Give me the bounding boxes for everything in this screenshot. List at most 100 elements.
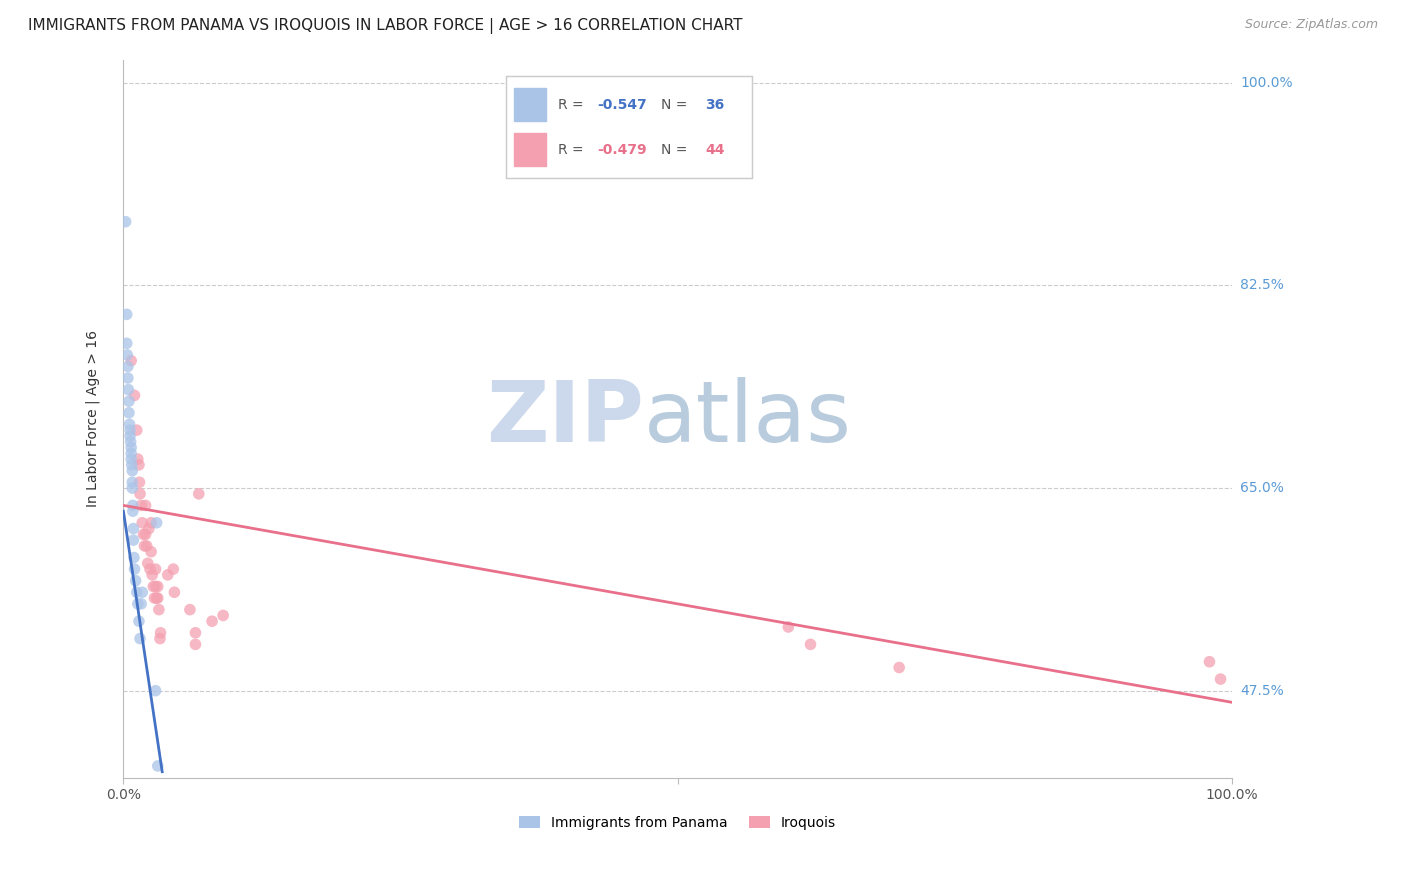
Point (128, 614, 150, 628)
Point (145, 683, 167, 698)
Text: 36: 36 (706, 97, 724, 112)
Point (121, 481, 143, 495)
Point (117, 348, 139, 362)
Point (184, 637, 207, 651)
Point (129, 499, 152, 513)
Point (120, 446, 142, 460)
Point (129, 632, 152, 646)
Point (889, 660, 911, 674)
Point (124, 388, 146, 402)
Point (146, 579, 169, 593)
Point (145, 562, 167, 576)
Point (139, 562, 162, 576)
Point (184, 625, 207, 640)
Point (129, 487, 152, 501)
Point (135, 499, 157, 513)
Point (136, 557, 159, 571)
Point (125, 423, 148, 437)
Y-axis label: In Labor Force | Age > 16: In Labor Force | Age > 16 (86, 330, 100, 507)
Point (121, 475, 143, 490)
Point (121, 499, 143, 513)
Point (114, 215, 136, 229)
Point (145, 579, 167, 593)
Point (122, 522, 145, 536)
Point (139, 545, 162, 559)
Point (120, 423, 142, 437)
Point (149, 632, 172, 646)
Text: 100.0%: 100.0% (1240, 76, 1292, 90)
FancyBboxPatch shape (513, 133, 546, 166)
Point (120, 452, 142, 467)
Point (118, 394, 141, 409)
Text: -0.479: -0.479 (598, 143, 647, 157)
Point (118, 417, 141, 432)
Point (1198, 655, 1220, 669)
Text: N =: N = (661, 143, 692, 157)
Point (143, 591, 166, 605)
Point (120, 441, 142, 455)
Text: 47.5%: 47.5% (1240, 683, 1284, 698)
Text: 65.0%: 65.0% (1240, 481, 1284, 495)
Point (128, 458, 150, 472)
Point (115, 307, 138, 321)
Text: -0.547: -0.547 (598, 97, 647, 112)
Text: Source: ZipAtlas.com: Source: ZipAtlas.com (1244, 18, 1378, 31)
Legend: Immigrants from Panama, Iroquois: Immigrants from Panama, Iroquois (513, 810, 841, 835)
Point (135, 527, 157, 541)
Point (162, 562, 184, 576)
Point (120, 353, 142, 368)
Point (121, 464, 143, 478)
Point (117, 371, 139, 385)
Text: IMMIGRANTS FROM PANAMA VS IROQUOIS IN LABOR FORCE | AGE > 16 CORRELATION CHART: IMMIGRANTS FROM PANAMA VS IROQUOIS IN LA… (28, 18, 742, 34)
Point (120, 429, 142, 443)
Point (122, 533, 145, 548)
Text: R =: R = (558, 143, 588, 157)
Point (115, 336, 138, 351)
Point (145, 591, 167, 605)
Point (212, 608, 235, 623)
Point (139, 516, 162, 530)
Point (145, 516, 167, 530)
Point (124, 562, 146, 576)
Point (127, 452, 149, 467)
Point (138, 522, 160, 536)
Point (142, 579, 165, 593)
FancyBboxPatch shape (513, 88, 546, 121)
Point (132, 527, 155, 541)
Text: ZIP: ZIP (486, 377, 644, 460)
Point (128, 475, 150, 490)
Text: 44: 44 (706, 143, 725, 157)
Point (121, 504, 143, 518)
Point (131, 585, 153, 599)
Point (1209, 672, 1232, 686)
Point (117, 383, 139, 397)
Text: N =: N = (661, 97, 692, 112)
Point (120, 434, 142, 449)
Point (122, 550, 145, 565)
Point (118, 406, 141, 420)
Point (134, 539, 156, 553)
Point (163, 585, 186, 599)
Point (129, 597, 152, 611)
Point (117, 359, 139, 374)
Point (127, 597, 149, 611)
Point (149, 625, 172, 640)
Text: atlas: atlas (644, 377, 852, 460)
Point (141, 567, 163, 582)
Text: 82.5%: 82.5% (1240, 278, 1284, 293)
Text: R =: R = (558, 97, 588, 112)
Point (187, 487, 209, 501)
Point (135, 539, 157, 553)
Point (778, 620, 800, 634)
Point (124, 574, 146, 588)
Point (146, 759, 169, 773)
Point (179, 602, 201, 616)
Point (131, 516, 153, 530)
Point (125, 585, 148, 599)
Point (146, 591, 169, 605)
Point (799, 637, 821, 651)
Point (148, 602, 170, 616)
Point (156, 567, 179, 582)
Point (201, 614, 224, 628)
Point (121, 458, 143, 472)
